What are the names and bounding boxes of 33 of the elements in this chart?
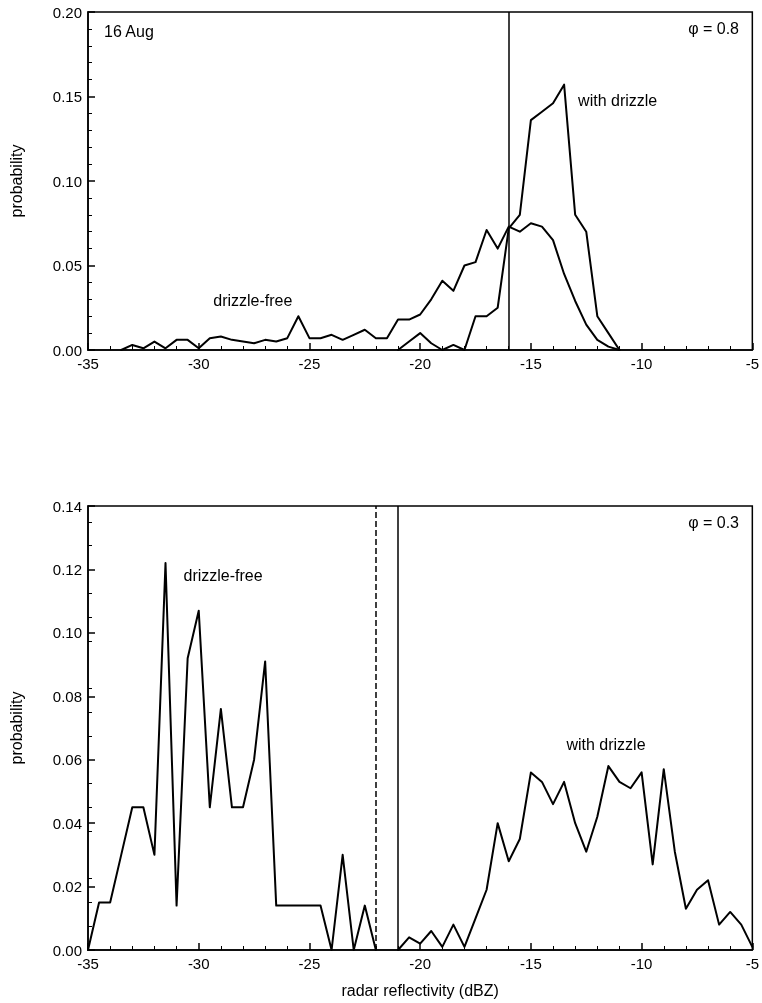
x-tick-label: -30 — [187, 355, 210, 372]
x-tick-label: -5 — [745, 955, 759, 972]
y-axis-title: probability — [7, 691, 25, 765]
y-tick-label: 0.14 — [52, 497, 82, 515]
series-label: with drizzle — [565, 735, 646, 753]
y-tick-label: 0.08 — [52, 687, 82, 705]
series-label: drizzle-free — [213, 291, 293, 309]
y-tick-label: 0.20 — [52, 3, 82, 21]
y-tick-label: 0.05 — [52, 257, 82, 274]
y-tick-label: 0.10 — [52, 172, 82, 190]
x-tick-label: -25 — [298, 955, 321, 972]
x-axis-title: radar reflectivity (dBZ) — [341, 981, 499, 999]
y-tick-label: 0.12 — [52, 560, 82, 578]
y-tick-label: 0.04 — [52, 814, 82, 832]
x-tick-label: -15 — [520, 955, 542, 972]
x-tick-label: -10 — [630, 955, 653, 972]
x-tick-label: -20 — [409, 355, 432, 372]
y-tick-label: 0.10 — [52, 624, 82, 642]
x-tick-label: -10 — [630, 355, 653, 372]
series-label: with drizzle — [577, 92, 658, 110]
x-tick-label: -25 — [298, 355, 321, 372]
y-tick-label: 0.02 — [52, 878, 82, 896]
series-label: drizzle-free — [183, 566, 263, 584]
annotation: φ = 0.3 — [688, 513, 740, 531]
y-axis-title: probability — [7, 144, 25, 218]
text: 16 Aug — [104, 22, 154, 40]
y-tick-label: 0.06 — [52, 751, 82, 769]
x-tick-label: -5 — [745, 355, 759, 372]
x-tick-label: -30 — [187, 955, 210, 972]
x-tick-label: -20 — [409, 955, 432, 972]
x-tick-label: -15 — [520, 355, 542, 372]
y-tick-label: 0.15 — [52, 88, 82, 105]
annotation: φ = 0.8 — [688, 19, 740, 37]
